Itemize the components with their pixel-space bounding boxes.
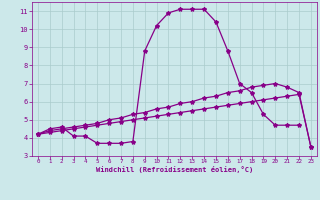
X-axis label: Windchill (Refroidissement éolien,°C): Windchill (Refroidissement éolien,°C) [96,166,253,173]
